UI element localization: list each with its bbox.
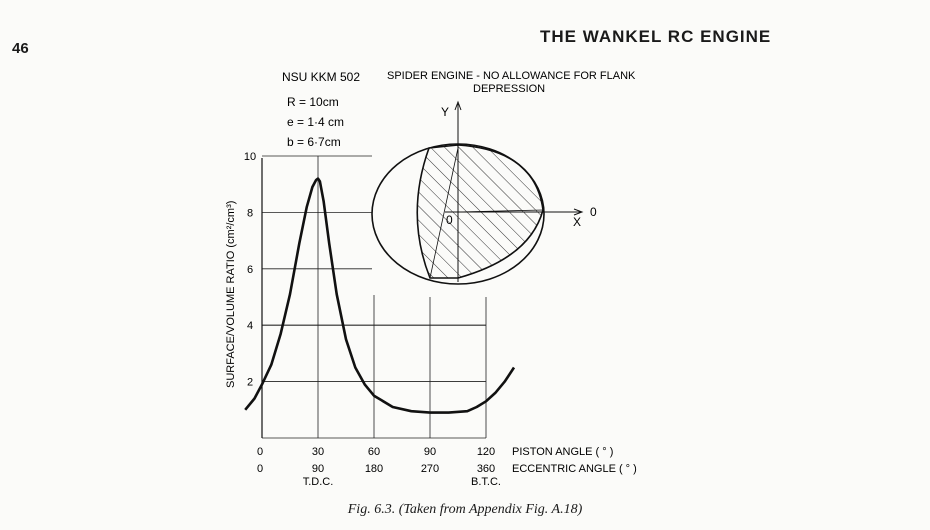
x-tick-label-piston: 90 (424, 446, 436, 458)
inset-zero-label: 0 (590, 205, 597, 219)
x-tick-label-eccentric: 180 (365, 463, 383, 475)
figure-caption: Fig. 6.3. (Taken from Appendix Fig. A.18… (347, 502, 583, 517)
chart-figure: NSU KKM 502 SPIDER ENGINE - NO ALLOWANCE… (225, 70, 637, 488)
rotor-chord-line (429, 147, 459, 279)
inset-y-arrow-icon (454, 100, 462, 111)
rotor-inset-diagram: Y X 0 0 (371, 100, 597, 295)
x-tick-label-eccentric: 360 (477, 463, 495, 475)
engine-note-line2: DEPRESSION (473, 83, 545, 95)
x-tick-label-eccentric: 270 (421, 463, 439, 475)
x-tick-labels-piston: 30 60 90 120 (312, 446, 495, 458)
x-axis-label-piston: PISTON ANGLE ( ° ) (512, 446, 613, 458)
chart-grid (262, 155, 487, 439)
x-annotations: T.D.C. B.T.C. (303, 476, 501, 488)
page-number: 46 (12, 40, 29, 57)
y-tick-label: 4 (247, 320, 253, 332)
x-tick-label-eccentric: 90 (312, 463, 324, 475)
param-e: e = 1·4 cm (287, 115, 344, 129)
y-tick-label: 6 (247, 264, 253, 276)
x-axis-label-eccentric: ECCENTRIC ANGLE ( ° ) (512, 463, 637, 475)
y-tick-label: 8 (247, 207, 253, 219)
engine-note-line1: SPIDER ENGINE - NO ALLOWANCE FOR FLANK (387, 70, 636, 82)
x-tick-label-piston: 120 (477, 446, 495, 458)
rotor-radius-line (457, 209, 544, 213)
surface-volume-curve (244, 177, 516, 414)
x-eccentric-zero: 0 (257, 463, 263, 475)
x-tick-label-piston: 30 (312, 446, 324, 458)
inset-x-label: X (573, 215, 581, 229)
inset-x-arrow-icon (573, 208, 584, 216)
model-label: NSU KKM 502 (282, 70, 360, 84)
y-tick-labels: 2 4 6 8 10 (244, 151, 256, 389)
x-annotation: T.D.C. (303, 476, 334, 488)
param-b: b = 6·7cm (287, 135, 341, 149)
inset-y-label: Y (441, 105, 449, 119)
x-tick-labels-eccentric: 90 180 270 360 (312, 463, 495, 475)
param-r: R = 10cm (287, 95, 339, 109)
x-annotation: B.T.C. (471, 476, 501, 488)
x-piston-zero: 0 (257, 446, 263, 458)
y-axis-label: SURFACE/VOLUME RATIO (cm²/cm³) (225, 201, 237, 388)
y-tick-label: 10 (244, 151, 256, 163)
y-tick-label: 2 (247, 377, 253, 389)
x-tick-label-piston: 60 (368, 446, 380, 458)
inset-origin-label: 0 (446, 213, 453, 227)
running-head: THE WANKEL RC ENGINE (540, 27, 772, 46)
